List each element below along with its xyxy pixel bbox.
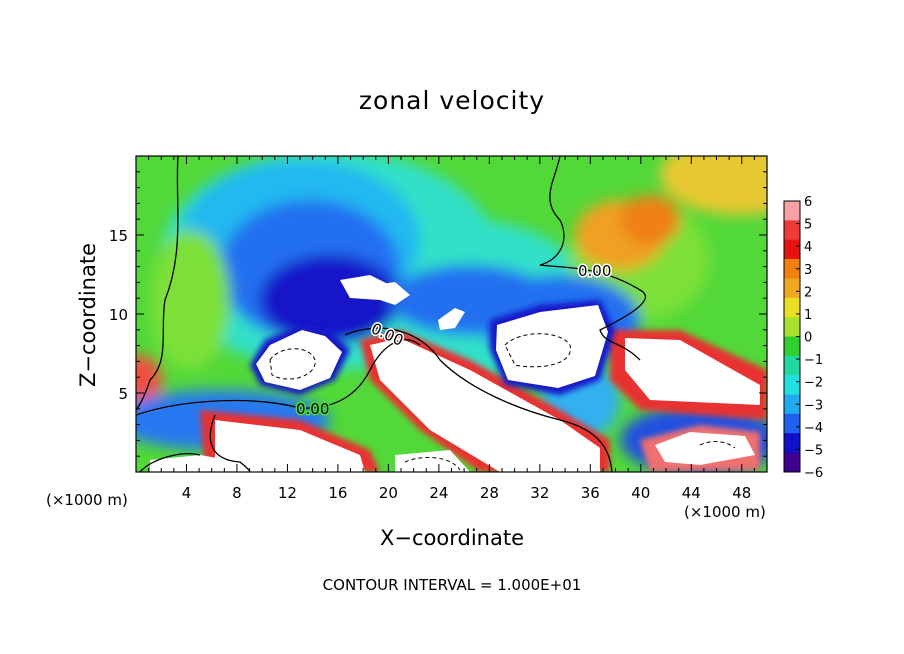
- colorbar-tick-label: 2: [804, 285, 812, 300]
- colorbar-swatch: [784, 336, 800, 357]
- colorbar-swatch: [784, 413, 800, 434]
- contour-label: 0.00: [296, 400, 329, 418]
- colorbar-swatch: [784, 375, 800, 396]
- colorbar-tick-label: 6: [804, 195, 812, 210]
- colorbar-tick-label: 4: [804, 240, 812, 255]
- colorbar: 6 5 4 3 2 1 0 −1 −2 −3 −4 −5 −6: [783, 195, 823, 481]
- colorbar-tick-label: −5: [804, 443, 823, 458]
- x-tick-label: 40: [631, 484, 650, 502]
- x-tick-label: 28: [480, 484, 499, 502]
- colorbar-swatch: [784, 239, 800, 260]
- chart-title: zonal velocity: [358, 86, 546, 115]
- colorbar-tick-label: −3: [804, 398, 823, 413]
- colorbar-swatch: [784, 433, 800, 454]
- colorbar-swatch: [784, 317, 800, 337]
- colorbar-tick-label: −2: [804, 376, 823, 391]
- x-tick-label: 36: [581, 484, 600, 502]
- x-unit-left: (×1000 m): [46, 491, 128, 509]
- x-tick-label: 44: [682, 484, 701, 502]
- colorbar-tick-label: 1: [804, 308, 812, 323]
- x-tick-label: 20: [379, 484, 398, 502]
- colorbar-swatch: [784, 278, 800, 299]
- dashed-contours: [269, 333, 736, 471]
- x-axis-label: X−coordinate: [380, 526, 524, 550]
- colorbar-tick-label: 0: [804, 331, 812, 346]
- colorbar-swatch: [784, 394, 800, 415]
- x-tick-label: 24: [429, 484, 448, 502]
- colorbar-swatch: [784, 201, 800, 221]
- colorbar-tick-label: −1: [804, 353, 823, 368]
- x-tick-label: 32: [530, 484, 549, 502]
- x-tick-label: 8: [232, 484, 242, 502]
- x-unit-right: (×1000 m): [684, 503, 766, 521]
- y-tick-label: 10: [109, 306, 128, 324]
- contour-label: 0.00: [578, 262, 611, 280]
- x-tick-label: 16: [328, 484, 347, 502]
- y-tick-label: 5: [118, 385, 128, 403]
- colorbar-swatch: [784, 220, 800, 241]
- x-tick-label: 48: [732, 484, 751, 502]
- colorbar-swatch: [784, 259, 800, 279]
- colorbar-tick-label: 3: [804, 263, 812, 278]
- contour-interval-note: CONTOUR INTERVAL = 1.000E+01: [322, 576, 582, 594]
- y-tick-label: 15: [109, 227, 128, 245]
- heatmap-field: [136, 156, 767, 472]
- colorbar-tick-label: −4: [804, 421, 823, 436]
- y-ticks: 5 10 15: [109, 171, 767, 457]
- colorbar-swatch: [784, 355, 800, 376]
- colorbar-tick-label: −6: [804, 466, 823, 481]
- colorbar-tick-label: 5: [804, 218, 812, 233]
- colorbar-swatch: [784, 297, 800, 318]
- colorbar-swatch: [784, 452, 800, 473]
- x-tick-label: 12: [278, 484, 297, 502]
- x-ticks: 4 8 12 16 20 24 28 32 36 40 44 48: [148, 156, 755, 502]
- x-tick-label: 4: [182, 484, 192, 502]
- y-axis-label: Z−coordinate: [76, 243, 100, 387]
